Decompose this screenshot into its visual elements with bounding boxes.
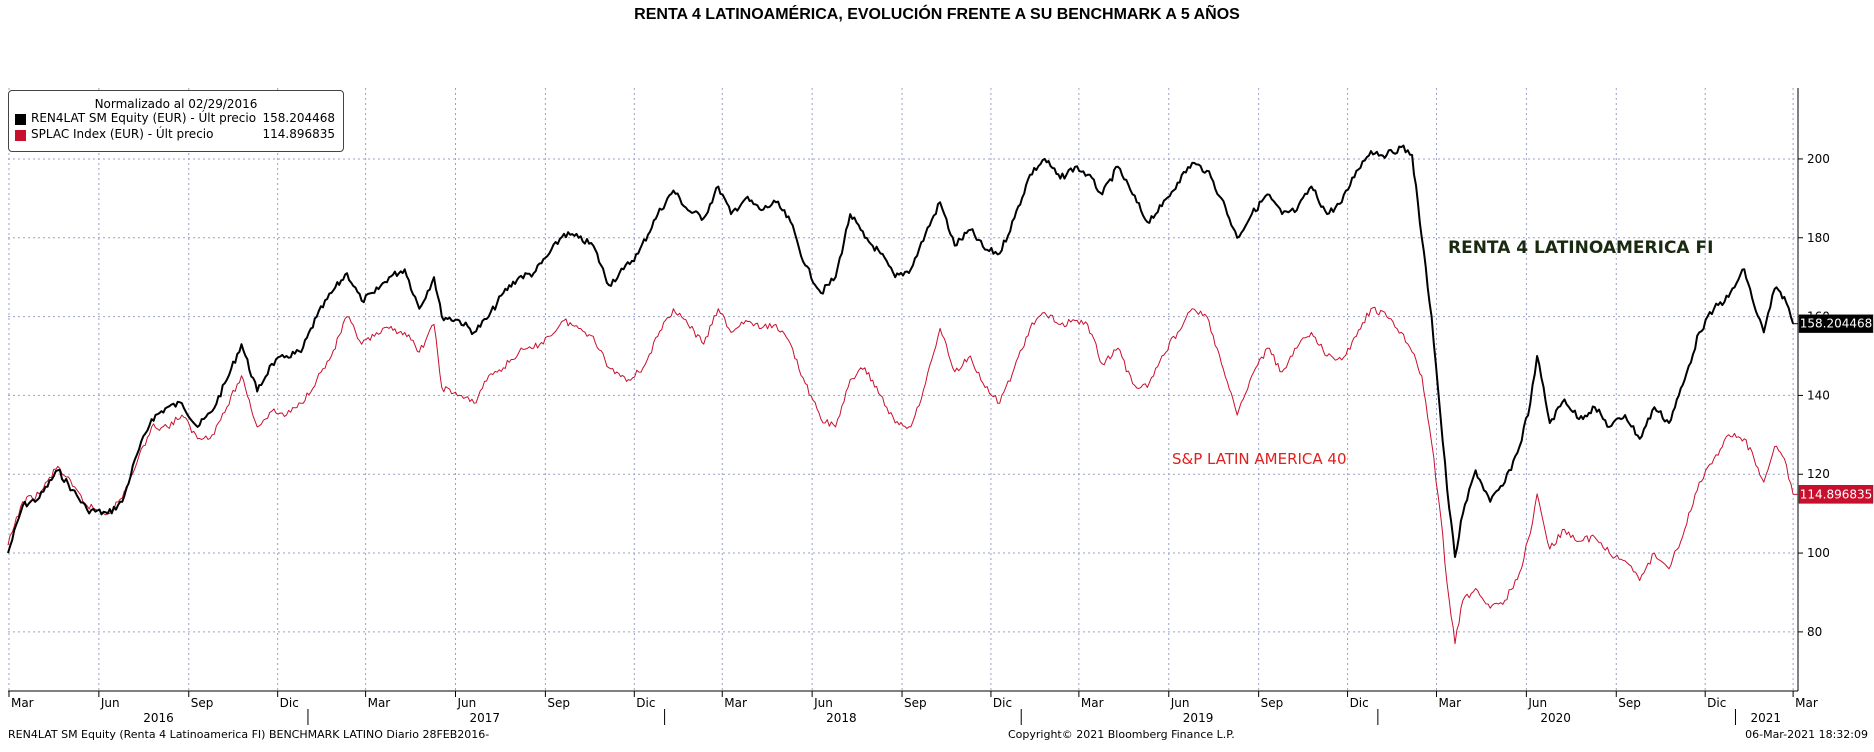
- last-value-tags: 158.204468 114.896835: [1793, 314, 1874, 504]
- series-layer: [7, 144, 1795, 645]
- x-tick-label: Sep: [191, 696, 214, 710]
- legend-header: Normalizado al 02/29/2016: [94, 97, 258, 111]
- annotation-renta4: RENTA 4 LATINOAMERICA FI: [1448, 238, 1714, 258]
- legend-label: REN4LAT SM Equity (EUR) - Últ precio: [31, 111, 257, 125]
- vertical-gridlines: [8, 88, 1794, 691]
- last-value-tag: [1798, 485, 1874, 504]
- x-year-label: 2021: [1750, 711, 1781, 725]
- legend-value: 114.896835: [262, 127, 335, 141]
- y-tick-label: 140: [1807, 388, 1830, 402]
- y-tick-label: 200: [1807, 152, 1830, 166]
- x-tick-label: Mar: [1438, 696, 1461, 710]
- x-tick-label: Dic: [636, 696, 655, 710]
- y-tick-label: 80: [1807, 625, 1822, 639]
- x-axis-ticks: Mar Jun Sep Dic Mar Jun Sep Dic Mar Jun Sep Dic Mar J…: [8, 691, 1818, 725]
- series-line-ren4lat: [7, 144, 1795, 558]
- last-value-label: 158.204468: [1800, 317, 1873, 331]
- x-tick-label: Dic: [993, 696, 1012, 710]
- x-year-label: 2017: [470, 711, 501, 725]
- x-tick-label: Jun: [813, 696, 833, 710]
- legend-entry-splac: SPLAC Index (EUR) - Últ precio 114.89683…: [15, 127, 343, 143]
- horizontal-gridlines: [8, 158, 1798, 633]
- legend-swatch-black: [15, 114, 26, 125]
- x-tick-label: Jun: [457, 696, 477, 710]
- y-tick-label: 100: [1807, 546, 1830, 560]
- y-tick-label: 180: [1807, 231, 1830, 245]
- x-tick-label: Mar: [724, 696, 747, 710]
- x-tick-label: Sep: [1618, 696, 1641, 710]
- last-value-tag: [1798, 314, 1874, 333]
- x-tick-label: Sep: [547, 696, 570, 710]
- x-tick-label: Dic: [1707, 696, 1726, 710]
- legend-entry-ren4lat: REN4LAT SM Equity (EUR) - Últ precio 158…: [15, 111, 343, 127]
- legend: Normalizado al 02/29/2016 REN4LAT SM Equ…: [8, 90, 344, 152]
- legend-swatch-red: [15, 130, 26, 141]
- footer-copyright: Copyright© 2021 Bloomberg Finance L.P.: [1008, 728, 1235, 741]
- x-tick-label: Jun: [1170, 696, 1190, 710]
- footer-timestamp: 06-Mar-2021 18:32:09: [1745, 728, 1868, 741]
- x-tick-label: Sep: [904, 696, 927, 710]
- legend-label: SPLAC Index (EUR) - Últ precio: [31, 127, 214, 141]
- x-tick-label: Sep: [1261, 696, 1284, 710]
- x-tick-label: Mar: [1081, 696, 1104, 710]
- x-tick-label: Mar: [11, 696, 34, 710]
- x-year-label: 2020: [1540, 711, 1571, 725]
- x-tick-label: Jun: [1527, 696, 1547, 710]
- x-year-label: 2018: [826, 711, 857, 725]
- x-year-label: 2016: [143, 711, 174, 725]
- x-tick-label: Dic: [280, 696, 299, 710]
- y-axis-ticks: 80100120140160180200: [1798, 152, 1830, 639]
- x-tick-label: Mar: [1795, 696, 1818, 710]
- footer-source: REN4LAT SM Equity (Renta 4 Latinoamerica…: [8, 728, 490, 741]
- last-value-label: 114.896835: [1800, 487, 1873, 501]
- x-tick-label: Jun: [100, 696, 120, 710]
- series-line-splac: [7, 306, 1794, 645]
- x-tick-label: Mar: [368, 696, 391, 710]
- legend-value: 158.204468: [262, 111, 335, 125]
- chart-title: RENTA 4 LATINOAMÉRICA, EVOLUCIÓN FRENTE …: [634, 6, 1240, 23]
- annotation-splac: S&P LATIN AMERICA 40: [1172, 450, 1347, 468]
- plot-area: [8, 88, 1798, 691]
- y-tick-label: 120: [1807, 467, 1830, 481]
- x-tick-label: Dic: [1350, 696, 1369, 710]
- x-year-label: 2019: [1183, 711, 1214, 725]
